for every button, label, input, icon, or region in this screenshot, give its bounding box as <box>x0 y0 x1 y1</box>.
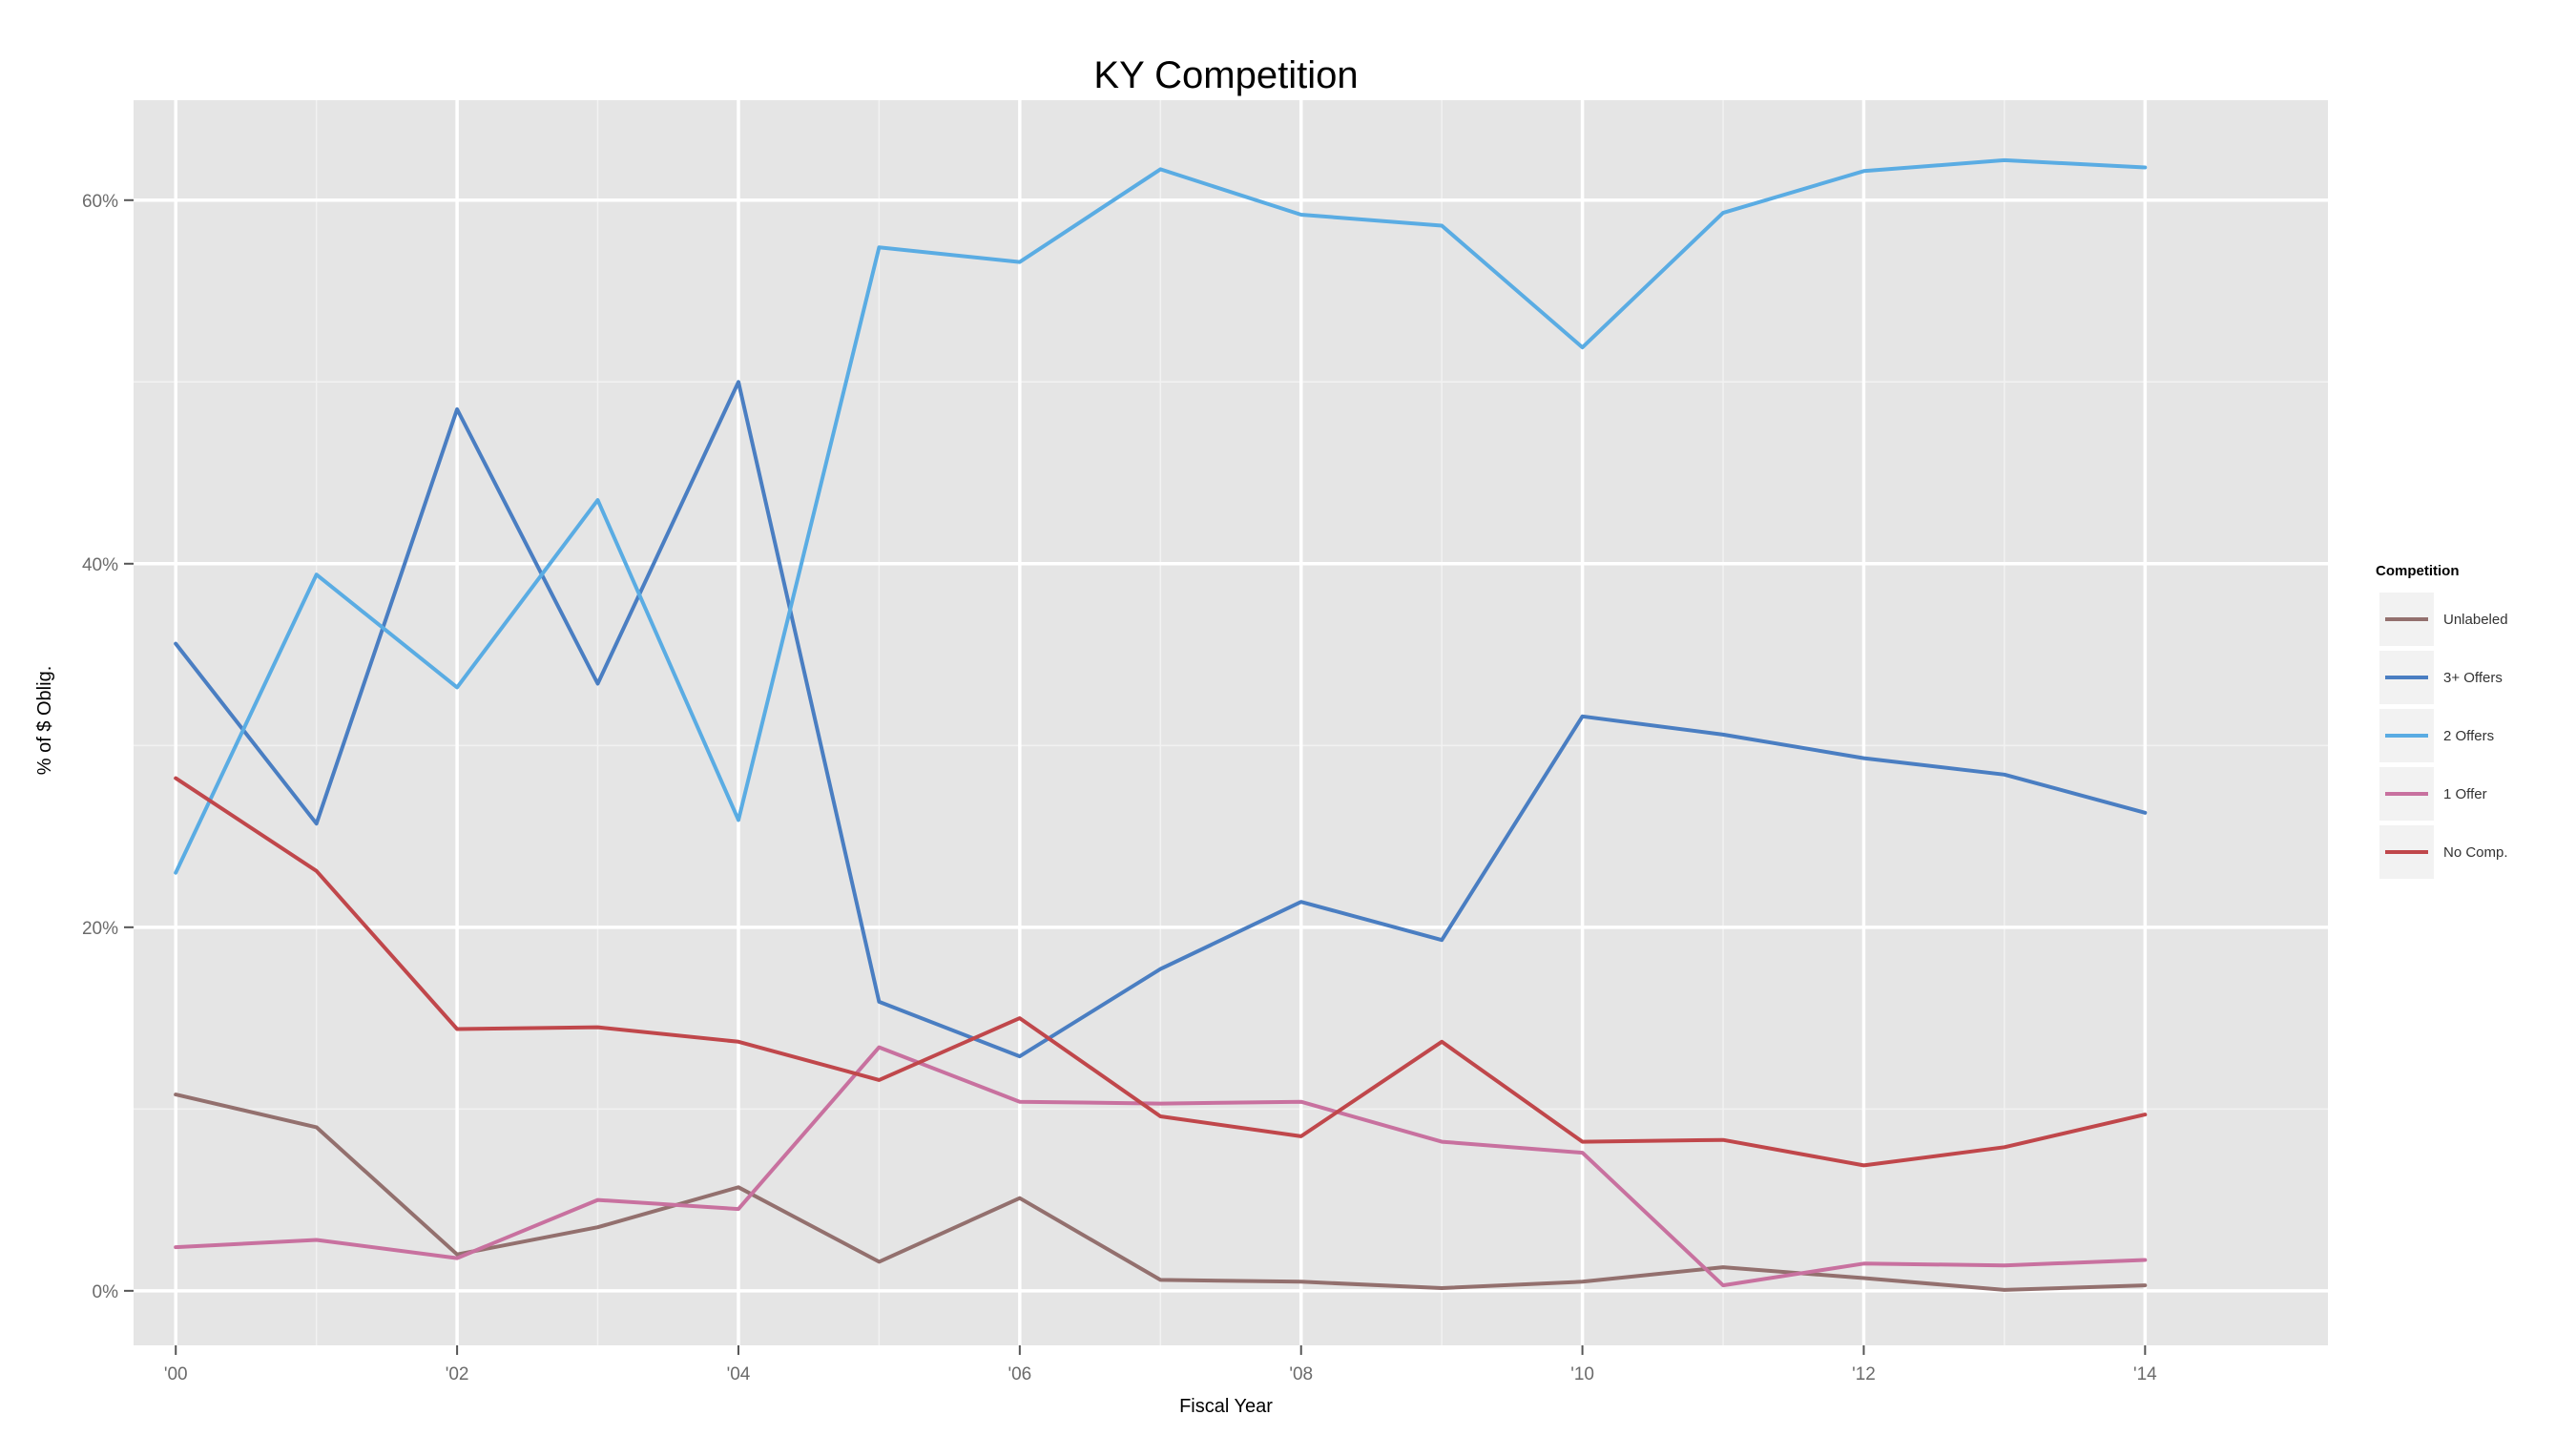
x-tick-label: '06 <box>1008 1364 1031 1384</box>
series-line-1-offer <box>174 1045 2148 1288</box>
y-tick-label: 20% <box>82 919 118 939</box>
x-tick-label: '02 <box>446 1364 469 1384</box>
legend-label-no-comp: No Comp. <box>2443 844 2508 861</box>
series-line-unlabeled <box>174 1093 2148 1292</box>
x-axis-title: Fiscal Year <box>1179 1396 1273 1417</box>
y-tick-label: 40% <box>82 555 118 575</box>
x-tick-label: '04 <box>727 1364 751 1384</box>
x-tick-label: '00 <box>164 1364 188 1384</box>
x-tick-label: '14 <box>2133 1364 2157 1384</box>
axes: 0% 20% 40% 60% '00 '02 '04 '06 '08 '10 '12 '14 <box>82 192 2157 1384</box>
grid-lines <box>134 100 2328 1345</box>
legend: Competition Unlabeled 3+ Offers 2 Offers 1 … <box>2376 563 2508 879</box>
x-tick-label: '12 <box>1852 1364 1876 1384</box>
series-line-3-offers <box>174 380 2148 1059</box>
series-lines <box>174 157 2148 1292</box>
x-tick-label: '08 <box>1289 1364 1313 1384</box>
plot-background <box>134 100 2328 1345</box>
plot-panel <box>134 100 2328 1345</box>
y-axis-title: % of $ Oblig. <box>34 666 55 776</box>
legend-label-unlabeled: Unlabeled <box>2443 612 2508 628</box>
y-tick-label: 60% <box>82 192 118 212</box>
series-line-2-offers <box>174 157 2148 875</box>
legend-label-3-offers: 3+ Offers <box>2443 670 2503 686</box>
legend-title: Competition <box>2376 563 2460 579</box>
legend-label-1-offer: 1 Offer <box>2443 786 2487 802</box>
series-line-no-comp <box>174 776 2148 1168</box>
chart-title: KY Competition <box>1093 54 1358 96</box>
legend-label-2-offers: 2 Offers <box>2443 728 2494 744</box>
y-tick-label: 0% <box>93 1282 119 1302</box>
x-tick-label: '10 <box>1570 1364 1594 1384</box>
